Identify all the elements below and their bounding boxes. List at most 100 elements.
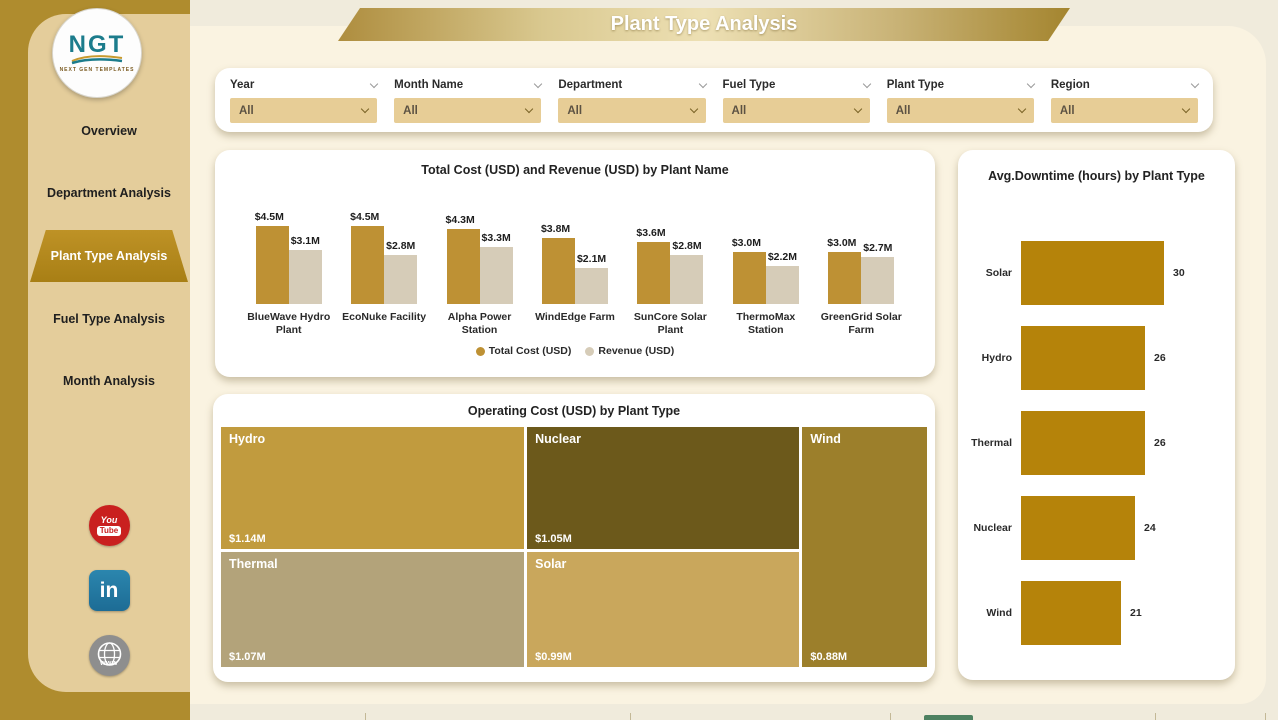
chevron-down-icon[interactable] — [369, 79, 379, 88]
filter-dropdown-year[interactable]: All — [230, 98, 378, 123]
filter-label: Department — [558, 79, 623, 91]
cost-bar-column: $3.8M — [541, 223, 575, 304]
sidebar-item-department-analysis[interactable]: Department Analysis — [0, 168, 190, 218]
x-axis-category-label: EcoNuke Facility — [342, 311, 427, 323]
total-cost-bar[interactable] — [732, 252, 766, 304]
revenue-bar[interactable] — [288, 250, 322, 304]
bar-data-label: $2.7M — [863, 242, 893, 254]
filter-dropdown-fuel-type[interactable]: All — [722, 98, 870, 123]
downtime-row-solar: Solar 30 — [958, 230, 1235, 315]
sidebar-nav: Overview Department Analysis Plant Type An… — [0, 106, 190, 418]
bar-data-label: $2.8M — [672, 240, 702, 252]
filter-selected-value: All — [1059, 104, 1075, 117]
website-globe-icon[interactable]: www — [88, 635, 130, 676]
bar-data-label: $4.5M — [350, 211, 380, 223]
total-cost-bar[interactable] — [255, 226, 289, 304]
filter-header-region: Region — [1051, 77, 1200, 93]
filter-month-name: Month Name All — [394, 77, 543, 123]
total-cost-bar[interactable] — [446, 229, 480, 304]
cost-bar-column: $4.3M — [446, 214, 480, 304]
filter-bar: Year All Month Name All Department All Fuel Ty… — [215, 68, 1213, 132]
bar-group: $3.0M $2.2M — [721, 182, 811, 304]
sidebar-item-label: Department Analysis — [47, 186, 171, 200]
x-axis-category-label: SunCore Solar Plant — [633, 311, 707, 336]
active-sheet-tab[interactable] — [924, 715, 973, 720]
youtube-label-top: You — [100, 514, 118, 525]
chevron-down-icon[interactable] — [534, 79, 543, 88]
x-axis-category-label: BlueWave Hydro Plant — [247, 311, 331, 336]
revenue-bar[interactable] — [384, 255, 418, 304]
revenue-bar[interactable] — [765, 266, 799, 304]
bar-data-label: $4.5M — [254, 211, 284, 223]
downtime-chart-title: Avg.Downtime (hours) by Plant Type — [988, 169, 1205, 183]
www-label: www — [100, 660, 118, 667]
chevron-down-icon[interactable] — [1026, 79, 1036, 88]
bar-group: $3.8M $2.1M — [530, 182, 620, 304]
revenue-bar-column: $3.3M — [479, 232, 513, 304]
treemap-tile-label: Solar — [535, 556, 567, 571]
revenue-bar-column: $3.1M — [288, 235, 322, 304]
x-axis-category-label: GreenGrid Solar Farm — [820, 311, 902, 336]
youtube-icon[interactable]: You Tube — [88, 505, 130, 546]
treemap-tile-hydro[interactable]: Hydro $1.14M — [221, 427, 525, 550]
filter-plant-type: Plant Type All — [886, 77, 1036, 123]
total-cost-bar[interactable] — [351, 226, 385, 304]
treemap-tile-label: Wind — [810, 432, 841, 446]
filter-fuel-type: Fuel Type All — [722, 77, 871, 123]
revenue-bar[interactable] — [861, 257, 895, 304]
bar-data-label: $3.3M — [481, 232, 511, 244]
sidebar-item-fuel-type-analysis[interactable]: Fuel Type Analysis — [0, 294, 190, 344]
total-cost-bar[interactable] — [828, 252, 862, 304]
treemap-tile-nuclear[interactable]: Nuclear $1.05M — [527, 427, 800, 549]
treemap-card: Operating Cost (USD) by Plant Type Hydro… — [213, 394, 935, 682]
sheet-tab-divider — [630, 713, 631, 720]
chevron-down-icon[interactable] — [1190, 79, 1200, 88]
bar-data-label: $2.1M — [576, 253, 607, 265]
filter-header-plant-type: Plant Type — [887, 77, 1036, 93]
downtime-bar[interactable] — [1021, 240, 1164, 305]
filter-dropdown-region[interactable]: All — [1050, 98, 1199, 123]
sheet-tab-divider — [1265, 713, 1266, 720]
chevron-down-icon — [853, 104, 862, 114]
sidebar-item-plant-type-analysis[interactable]: Plant Type Analysis — [0, 230, 190, 282]
chevron-down-icon[interactable] — [698, 79, 707, 88]
sheet-tab-divider — [365, 713, 366, 720]
filter-dropdown-department[interactable]: All — [558, 98, 706, 123]
treemap-tile-thermal[interactable]: Thermal $1.07M — [221, 552, 525, 667]
downtime-bar[interactable] — [1021, 580, 1121, 645]
downtime-row-thermal: Thermal 26 — [958, 400, 1235, 485]
bar-data-label: $3.6M — [636, 227, 666, 239]
x-axis-category-label: WindEdge Farm — [535, 311, 615, 323]
filter-header-month-name: Month Name — [394, 77, 543, 93]
downtime-bar[interactable] — [1021, 410, 1145, 475]
downtime-category-label: Hydro — [981, 351, 1012, 364]
revenue-bar[interactable] — [574, 268, 608, 304]
treemap-tile-wind[interactable]: Wind $0.88M — [802, 427, 927, 667]
treemap-tile-value: $1.07M — [229, 651, 266, 663]
treemap-tile-label: Hydro — [229, 432, 266, 446]
downtime-value-label: 26 — [1154, 351, 1166, 364]
filter-year: Year All — [230, 77, 379, 123]
bar-data-label: $3.0M — [827, 237, 857, 249]
downtime-row-hydro: Hydro 26 — [958, 315, 1235, 400]
legend-dot — [475, 346, 485, 356]
sheet-tab-strip — [190, 706, 1278, 720]
filter-region: Region All — [1050, 77, 1200, 123]
total-cost-bar[interactable] — [541, 238, 575, 304]
chevron-down-icon[interactable] — [862, 79, 871, 88]
revenue-bar[interactable] — [670, 255, 704, 304]
sidebar-item-month-analysis[interactable]: Month Analysis — [0, 356, 190, 406]
linkedin-icon[interactable]: in — [88, 570, 130, 611]
downtime-bar[interactable] — [1021, 495, 1135, 560]
treemap-tile-solar[interactable]: Solar $0.99M — [527, 551, 800, 667]
filter-dropdown-plant-type[interactable]: All — [886, 98, 1034, 123]
revenue-bar[interactable] — [479, 247, 513, 304]
filter-dropdown-month-name[interactable]: All — [394, 98, 542, 123]
total-cost-bar[interactable] — [637, 242, 671, 304]
filter-label: Month Name — [394, 79, 464, 91]
filter-label: Fuel Type — [722, 79, 776, 91]
sidebar-item-overview[interactable]: Overview — [0, 106, 190, 156]
downtime-bar[interactable] — [1021, 325, 1145, 390]
treemap-title: Operating Cost (USD) by Plant Type — [467, 404, 681, 418]
cost-bar-column: $3.6M — [636, 227, 671, 304]
